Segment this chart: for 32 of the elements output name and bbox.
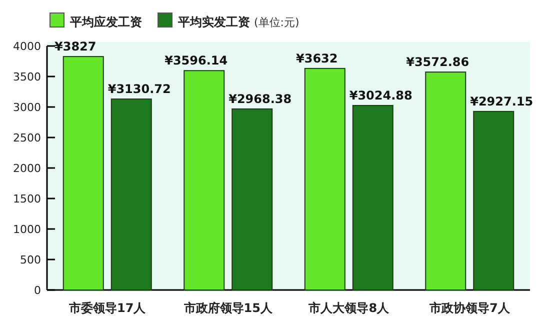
data-label: ¥3596.14 <box>164 54 228 68</box>
data-label: ¥2927.15 <box>470 94 534 108</box>
bar <box>473 110 514 290</box>
y-tick-label: 2500 <box>13 132 41 144</box>
y-tick-label: 1500 <box>13 192 41 206</box>
bar <box>184 70 225 290</box>
x-tick-label: 市政协领导7人 <box>428 301 511 315</box>
legend-label: 平均应发工资 <box>69 15 142 29</box>
bar <box>304 68 346 290</box>
bar <box>110 98 152 290</box>
y-tick-label: 3000 <box>13 101 41 114</box>
data-label: ¥2968.38 <box>228 92 292 106</box>
y-tick-label: 1000 <box>13 223 41 236</box>
legend-label: 平均实发工资 <box>177 15 250 29</box>
text: (单位:元) <box>254 16 300 29</box>
bar <box>62 56 104 290</box>
bar <box>232 108 273 290</box>
data-label: ¥3632 <box>296 51 338 66</box>
data-label: ¥3024.88 <box>349 88 412 102</box>
x-tick-label: 市委领导17人 <box>68 301 147 315</box>
y-tick-label: 0 <box>34 284 41 297</box>
y-tick-label: 4000 <box>13 40 41 53</box>
x-tick-label: 市人大领导8人 <box>308 301 390 315</box>
data-label: ¥3827 <box>54 40 96 54</box>
y-tick-label: 2000 <box>13 162 41 175</box>
data-label: ¥3130.72 <box>108 82 171 96</box>
y-tick-label: 500 <box>20 254 41 266</box>
y-tick-label: 3500 <box>13 70 41 84</box>
bar <box>352 104 394 290</box>
data-label: ¥3572.86 <box>406 55 470 70</box>
x-tick-label: 市政府领导15人 <box>182 301 274 315</box>
bar <box>425 72 466 290</box>
